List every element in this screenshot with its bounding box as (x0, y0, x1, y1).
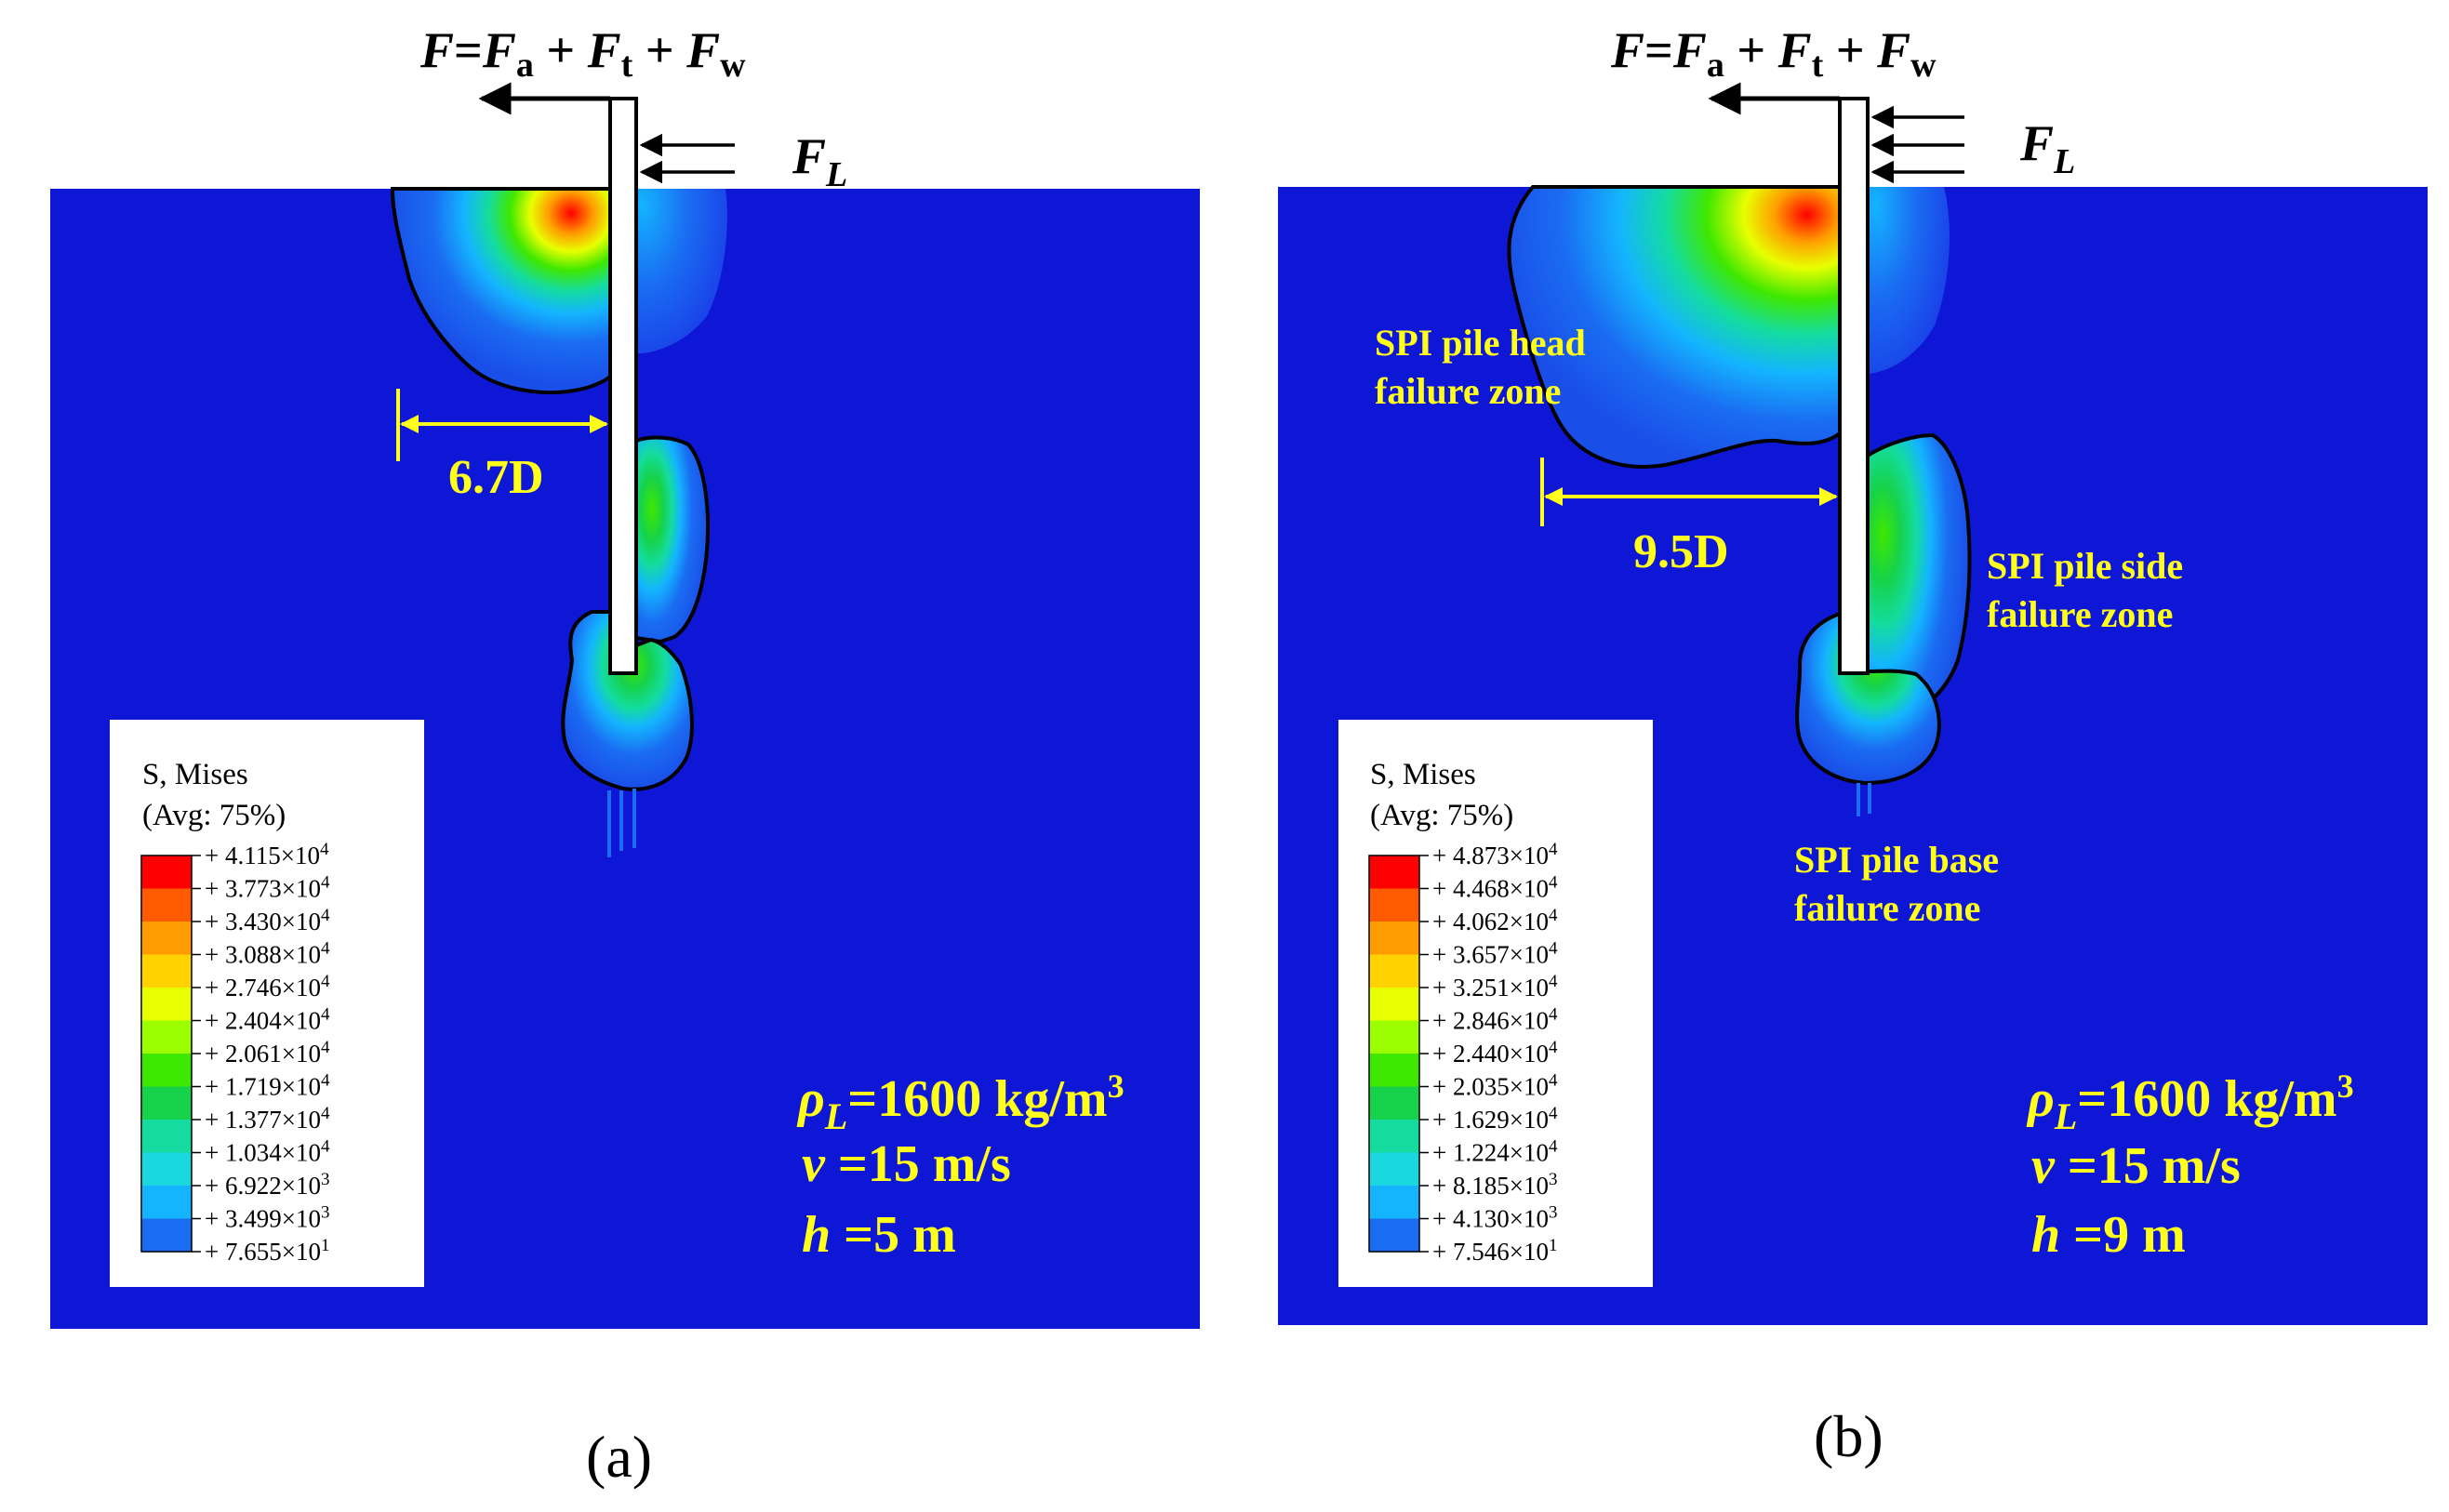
legend-swatch (1369, 1186, 1419, 1220)
param-density: ρL=1600 kg/m3 (2026, 1068, 2354, 1137)
head-failure-zone (1507, 185, 1842, 469)
legend-swatch (1369, 1152, 1419, 1187)
legend-value: + 1.719×104 (205, 1071, 330, 1101)
parameters: ρL=1600 kg/m3 v =15 m/s h =5 m (796, 1068, 1125, 1264)
legend-swatch (141, 1186, 192, 1220)
parameters: ρL=1600 kg/m3 v =15 m/s h =9 m (2026, 1068, 2354, 1264)
legend-swatch (141, 988, 192, 1022)
legend-swatch (141, 855, 192, 890)
head-failure-zone (390, 187, 612, 395)
param-height: h =5 m (802, 1206, 956, 1264)
fl-label: FL (792, 128, 847, 194)
legend-value: + 3.251×104 (1432, 972, 1558, 1001)
base-failure-zone (561, 610, 694, 791)
param-density: ρL=1600 kg/m3 (796, 1068, 1125, 1137)
legend-swatch (1369, 1086, 1419, 1121)
legend-value: + 2.440×104 (1432, 1038, 1558, 1068)
dimension-label: 6.7D (448, 451, 544, 504)
legend-swatch (141, 1120, 192, 1154)
pile (1838, 97, 1870, 675)
legend-scale: + 4.873×104 + 4.468×104 + 4.062×104 + 3.657… (1368, 840, 1558, 1266)
base-streaks (1857, 783, 1871, 816)
legend-title: S, Mises (142, 758, 248, 791)
legend-value: + 2.846×104 (1432, 1005, 1558, 1035)
legend-value: + 2.746×104 (205, 972, 330, 1001)
panel-a: 6.7D F=Fa + Ft + Fw FL S, Mises (Avg: 75… (50, 22, 1200, 1490)
legend-swatch (1369, 888, 1419, 922)
legend-swatch (1369, 954, 1419, 988)
legend-swatch (141, 1086, 192, 1121)
side-failure-zone (634, 435, 710, 644)
legend-swatch (1369, 1020, 1419, 1054)
legend-value: + 3.657×104 (1432, 939, 1558, 969)
legend-value: + 4.130×103 (1432, 1203, 1557, 1233)
legend-value: + 3.773×104 (205, 873, 330, 903)
legend-value: + 2.035×104 (1432, 1071, 1558, 1101)
legend-swatch (141, 1020, 192, 1054)
param-height: h =9 m (2031, 1206, 2186, 1264)
legend-value: + 2.061×104 (205, 1038, 330, 1068)
legend-subtitle: (Avg: 75%) (1370, 799, 1513, 832)
legend-swatch (141, 888, 192, 922)
legend-swatch (141, 954, 192, 988)
legend-swatch (1369, 1218, 1419, 1253)
legend-swatch (1369, 855, 1419, 890)
panel-caption: (a) (586, 1424, 652, 1490)
legend-value: + 3.088×104 (205, 939, 330, 969)
base-failure-zone (1795, 611, 1941, 786)
panel-caption: (b) (1814, 1403, 1883, 1469)
right-contour (1868, 187, 1950, 374)
legend-value: + 1.034×104 (205, 1137, 330, 1167)
legend-value: + 6.922×103 (205, 1170, 329, 1200)
legend-subtitle: (Avg: 75%) (142, 799, 286, 832)
legend-value: + 7.655×101 (205, 1236, 329, 1266)
param-velocity: v =15 m/s (802, 1135, 1011, 1193)
panel-b: 9.5D SPI pile head failure zone SPI pile … (1278, 22, 2428, 1469)
legend: S, Mises (Avg: 75%) + 4.115×104 + 3.773×1… (110, 720, 424, 1287)
legend-value: + 1.377×104 (205, 1104, 330, 1134)
legend-swatch (141, 922, 192, 956)
legend-value: + 4.062×104 (1432, 906, 1558, 935)
legend-value: + 1.629×104 (1432, 1104, 1558, 1134)
base-streaks (607, 789, 636, 857)
legend-value: + 7.546×101 (1432, 1236, 1557, 1266)
dimension-label: 9.5D (1633, 525, 1729, 578)
legend-value: + 4.468×104 (1432, 873, 1558, 903)
legend-swatch (1369, 988, 1419, 1022)
legend-swatch (141, 1054, 192, 1088)
legend-value: + 3.499×103 (205, 1203, 329, 1233)
fl-label: FL (2019, 115, 2075, 181)
legend-swatch (1369, 1120, 1419, 1154)
force-equation: F=Fa + Ft + Fw (419, 22, 746, 85)
legend-swatch (1369, 922, 1419, 956)
legend-title: S, Mises (1370, 758, 1476, 791)
legend-swatch (141, 1218, 192, 1253)
legend-value: + 8.185×103 (1432, 1170, 1557, 1200)
zone-label-base: SPI pile base failure zone (1794, 839, 1999, 929)
legend-value: + 4.873×104 (1432, 840, 1558, 869)
force-equation: F=Fa + Ft + Fw (1610, 22, 1937, 85)
pile (608, 97, 638, 675)
right-contour (632, 189, 727, 353)
legend-swatch (1369, 1054, 1419, 1088)
zone-label-head: SPI pile head failure zone (1375, 322, 1586, 412)
legend-value: + 1.224×104 (1432, 1137, 1558, 1167)
legend-value: + 4.115×104 (205, 840, 329, 869)
zone-label-side: SPI pile side failure zone (1987, 545, 2183, 635)
legend-value: + 2.404×104 (205, 1005, 330, 1035)
legend-swatch (141, 1152, 192, 1187)
param-velocity: v =15 m/s (2031, 1137, 2241, 1195)
legend-value: + 3.430×104 (205, 906, 330, 935)
legend: S, Mises (Avg: 75%) + 4.873×104 + 4.468×1… (1338, 720, 1653, 1287)
legend-scale: + 4.115×104 + 3.773×104 + 3.430×104 + 3.088… (140, 840, 330, 1266)
